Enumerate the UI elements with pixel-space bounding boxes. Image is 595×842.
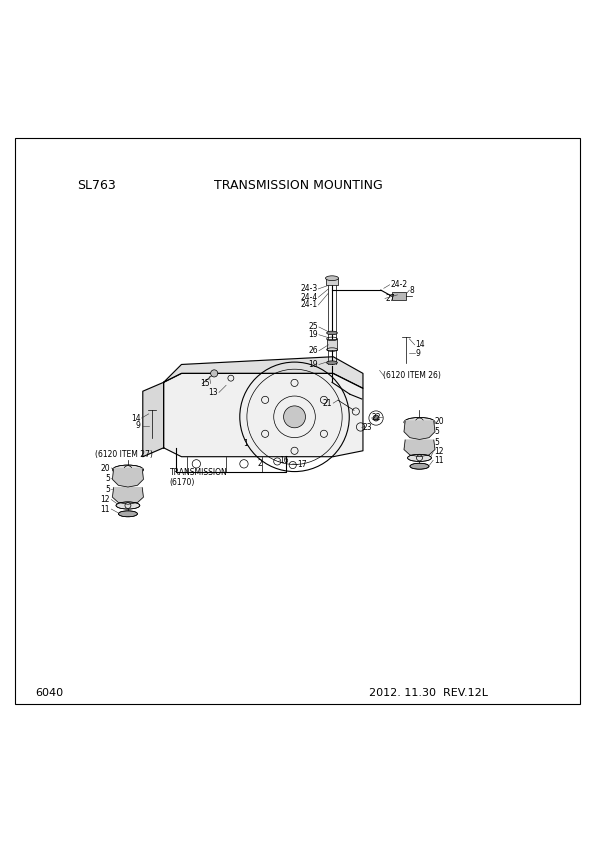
Text: 23: 23	[362, 423, 372, 432]
Polygon shape	[143, 382, 164, 456]
Text: 9: 9	[415, 349, 420, 358]
Text: 5: 5	[105, 474, 110, 483]
Text: 20: 20	[434, 417, 444, 426]
Ellipse shape	[327, 331, 337, 335]
Polygon shape	[112, 488, 143, 504]
Ellipse shape	[410, 463, 429, 469]
Text: 19: 19	[308, 360, 318, 369]
Text: 14: 14	[131, 413, 140, 423]
Circle shape	[211, 370, 218, 377]
Text: 2: 2	[257, 460, 262, 468]
Text: 14: 14	[415, 340, 425, 349]
Text: 27: 27	[386, 294, 395, 303]
Text: 22: 22	[372, 413, 381, 422]
Text: (6120 ITEM 27): (6120 ITEM 27)	[95, 450, 153, 460]
Polygon shape	[112, 469, 143, 487]
Text: 24-4: 24-4	[300, 293, 318, 301]
Text: 1: 1	[243, 439, 248, 447]
Text: 17: 17	[298, 460, 307, 469]
Text: 8: 8	[410, 285, 415, 295]
Text: 24-1: 24-1	[300, 301, 318, 310]
Ellipse shape	[116, 502, 140, 509]
Ellipse shape	[404, 418, 435, 427]
Text: 5: 5	[434, 438, 439, 447]
Text: TRANSMISSION
(6170): TRANSMISSION (6170)	[170, 468, 227, 488]
Circle shape	[284, 406, 305, 428]
Ellipse shape	[325, 276, 339, 280]
Text: SL763: SL763	[77, 179, 116, 193]
Text: 12: 12	[434, 447, 444, 456]
Text: 6040: 6040	[36, 688, 64, 698]
Text: TRANSMISSION MOUNTING: TRANSMISSION MOUNTING	[214, 179, 383, 193]
Bar	[326, 278, 338, 285]
Polygon shape	[404, 421, 435, 440]
Text: 20: 20	[101, 463, 110, 472]
Text: 13: 13	[208, 388, 218, 397]
Text: (6120 ITEM 26): (6120 ITEM 26)	[383, 371, 441, 381]
Polygon shape	[164, 373, 363, 456]
Text: 25: 25	[308, 322, 318, 332]
Text: 11: 11	[101, 504, 110, 514]
Ellipse shape	[118, 511, 137, 517]
Circle shape	[373, 415, 379, 421]
Text: 2012. 11.30  REV.12L: 2012. 11.30 REV.12L	[369, 688, 488, 698]
Text: 24-2: 24-2	[390, 280, 408, 290]
Text: 16: 16	[279, 456, 289, 466]
Polygon shape	[164, 357, 363, 388]
Text: 24-3: 24-3	[300, 285, 318, 293]
Ellipse shape	[112, 465, 143, 475]
Text: 5: 5	[105, 485, 110, 494]
Text: 15: 15	[200, 379, 209, 388]
Bar	[327, 338, 337, 349]
Ellipse shape	[327, 361, 337, 365]
Text: 11: 11	[434, 456, 444, 465]
Polygon shape	[404, 440, 435, 456]
Text: 5: 5	[434, 427, 439, 436]
Text: 19: 19	[308, 330, 318, 339]
Ellipse shape	[408, 455, 431, 461]
Text: 26: 26	[308, 346, 318, 355]
Text: 12: 12	[101, 495, 110, 504]
Text: 21: 21	[322, 398, 332, 408]
Text: 9: 9	[136, 421, 140, 430]
Bar	[392, 292, 406, 301]
